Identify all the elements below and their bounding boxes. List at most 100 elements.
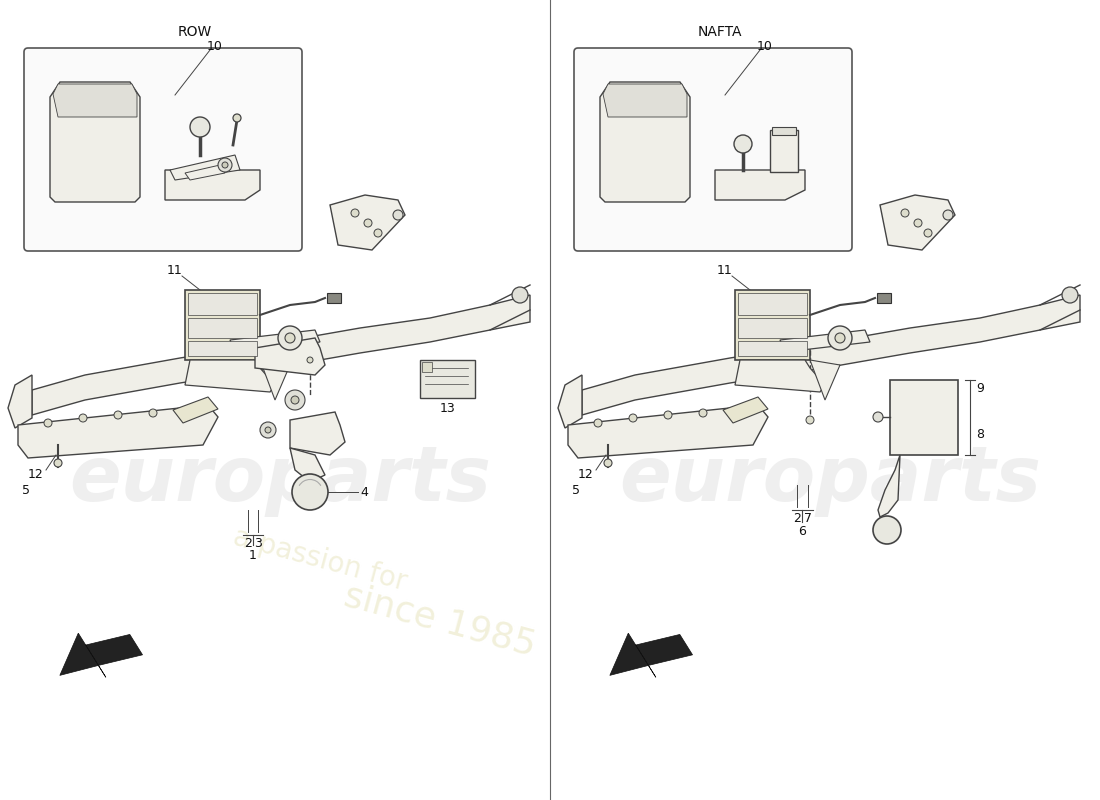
Bar	[770, 130, 798, 172]
Circle shape	[698, 409, 707, 417]
Polygon shape	[50, 82, 140, 202]
Circle shape	[79, 414, 87, 422]
Polygon shape	[810, 360, 840, 400]
Bar	[188, 341, 257, 356]
Circle shape	[512, 287, 528, 303]
Bar	[422, 362, 432, 372]
Text: 2: 2	[244, 537, 252, 550]
Bar	[420, 360, 475, 398]
Circle shape	[148, 409, 157, 417]
Circle shape	[374, 229, 382, 237]
Text: 7: 7	[804, 512, 812, 525]
Text: 3: 3	[254, 537, 262, 550]
Circle shape	[901, 209, 909, 217]
Circle shape	[835, 333, 845, 343]
Circle shape	[285, 390, 305, 410]
Text: since 1985: since 1985	[340, 578, 540, 662]
Circle shape	[364, 219, 372, 227]
Text: 1: 1	[249, 549, 257, 562]
Text: 8: 8	[976, 429, 984, 442]
Polygon shape	[18, 405, 218, 458]
Polygon shape	[735, 360, 825, 392]
Polygon shape	[600, 82, 690, 202]
Circle shape	[828, 326, 852, 350]
Circle shape	[44, 419, 52, 427]
Polygon shape	[255, 338, 324, 375]
Circle shape	[265, 427, 271, 433]
Polygon shape	[330, 195, 405, 250]
Circle shape	[629, 414, 637, 422]
Polygon shape	[53, 84, 138, 117]
Circle shape	[734, 135, 752, 153]
Text: 4: 4	[360, 486, 367, 498]
Bar	[772, 127, 796, 135]
Text: europarts: europarts	[69, 443, 491, 517]
Bar	[738, 293, 807, 315]
Polygon shape	[173, 397, 218, 423]
FancyBboxPatch shape	[24, 48, 302, 251]
Polygon shape	[723, 397, 768, 423]
Text: 12: 12	[579, 469, 594, 482]
Text: 5: 5	[22, 483, 30, 497]
Circle shape	[873, 412, 883, 422]
Bar	[185, 290, 260, 360]
Polygon shape	[230, 330, 320, 352]
Circle shape	[218, 158, 232, 172]
Circle shape	[54, 459, 62, 467]
Polygon shape	[185, 165, 226, 180]
Text: 11: 11	[717, 263, 733, 277]
Circle shape	[914, 219, 922, 227]
Circle shape	[292, 396, 299, 404]
Text: 10: 10	[207, 39, 223, 53]
Circle shape	[190, 117, 210, 137]
Text: 12: 12	[29, 469, 44, 482]
FancyBboxPatch shape	[574, 48, 852, 251]
Text: ROW: ROW	[178, 25, 212, 39]
Text: 13: 13	[440, 402, 455, 414]
Polygon shape	[170, 155, 240, 180]
Polygon shape	[185, 360, 275, 392]
Polygon shape	[780, 330, 870, 352]
Circle shape	[664, 411, 672, 419]
Text: 10: 10	[757, 39, 773, 53]
Polygon shape	[8, 375, 32, 428]
Polygon shape	[165, 170, 260, 200]
Circle shape	[307, 357, 314, 363]
Text: a passion for: a passion for	[230, 523, 410, 597]
Circle shape	[233, 114, 241, 122]
Circle shape	[114, 411, 122, 419]
Circle shape	[278, 326, 303, 350]
Text: 5: 5	[572, 483, 580, 497]
Bar	[877, 293, 891, 303]
Circle shape	[806, 416, 814, 424]
Text: NAFTA: NAFTA	[697, 25, 742, 39]
Bar	[738, 341, 807, 356]
Circle shape	[393, 210, 403, 220]
Bar	[188, 293, 257, 315]
Polygon shape	[32, 295, 530, 415]
Polygon shape	[878, 455, 900, 517]
Text: 6: 6	[799, 525, 806, 538]
Circle shape	[604, 459, 612, 467]
Circle shape	[1062, 287, 1078, 303]
Text: 2: 2	[793, 512, 801, 525]
Circle shape	[873, 516, 901, 544]
Polygon shape	[609, 633, 693, 678]
Polygon shape	[715, 170, 805, 200]
Polygon shape	[290, 448, 324, 482]
Circle shape	[285, 333, 295, 343]
Text: europarts: europarts	[619, 443, 1041, 517]
Circle shape	[351, 209, 359, 217]
Circle shape	[222, 162, 228, 168]
Circle shape	[260, 422, 276, 438]
Bar	[735, 290, 810, 360]
Bar	[738, 318, 807, 338]
Polygon shape	[59, 633, 143, 678]
Polygon shape	[290, 412, 345, 455]
Bar	[327, 293, 341, 303]
Polygon shape	[558, 375, 582, 428]
Circle shape	[594, 419, 602, 427]
Text: 9: 9	[976, 382, 983, 394]
Polygon shape	[603, 84, 688, 117]
Polygon shape	[880, 195, 955, 250]
